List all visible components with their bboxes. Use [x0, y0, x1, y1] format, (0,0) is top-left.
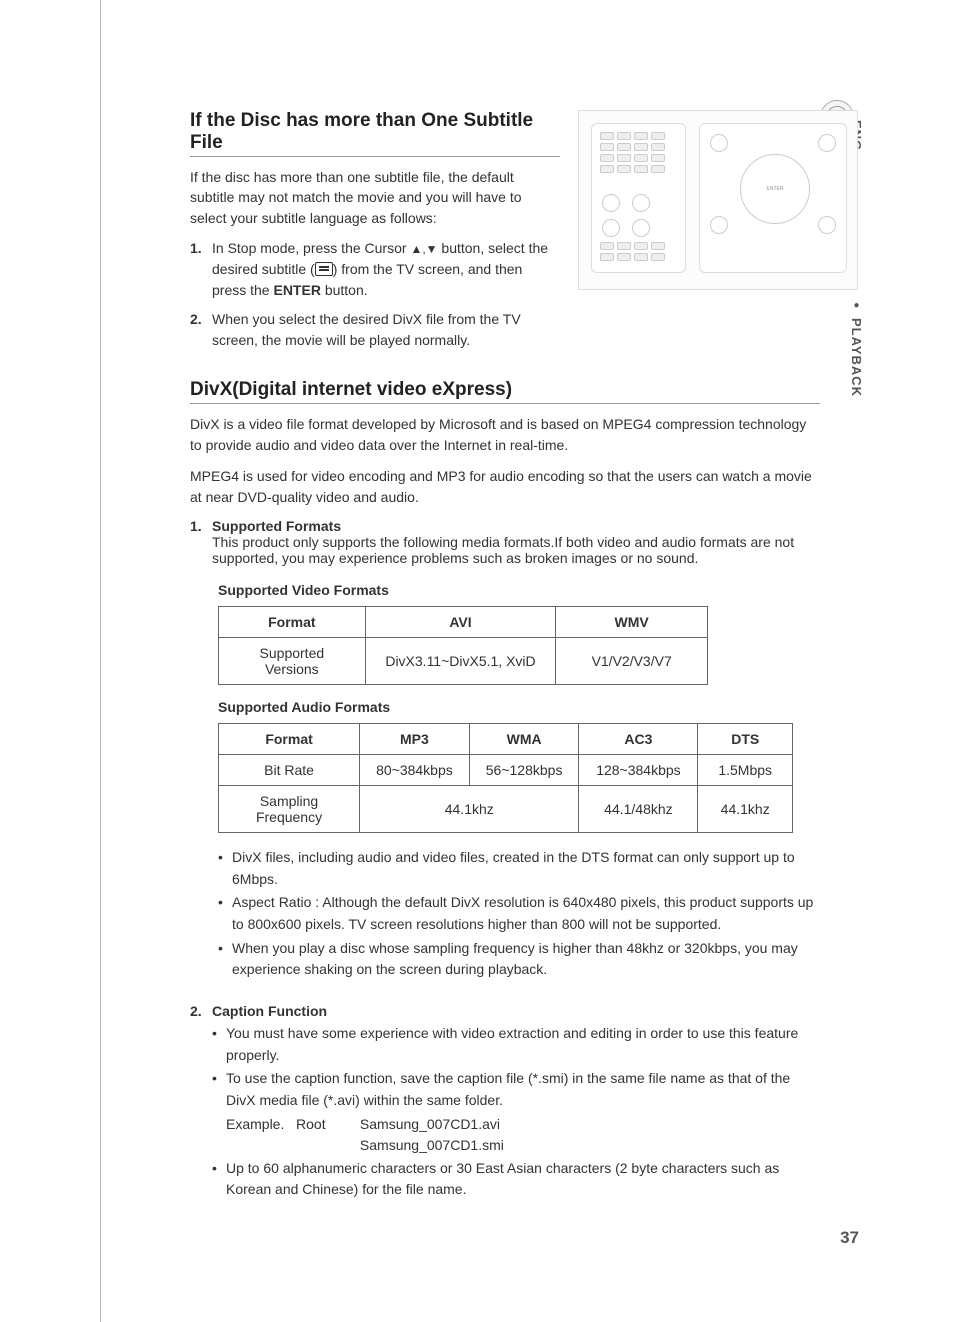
video-formats-table: Format AVI WMV Supported Versions DivX3.… [218, 606, 708, 685]
table-header: Format [219, 606, 366, 637]
page-cut-line [100, 0, 101, 1322]
caption-num: 2. [190, 1003, 212, 1203]
section2-p2: MPEG4 is used for video encoding and MP3… [190, 466, 820, 508]
remote-control-figure: ENTER [578, 110, 858, 290]
section1-step-1: 1. In Stop mode, press the Cursor ▲,▼ bu… [190, 238, 560, 301]
example-label: Example. [226, 1116, 284, 1132]
table-row: Sampling Frequency 44.1khz 44.1/48khz 44… [219, 785, 793, 832]
dpad-icon: ENTER [740, 154, 810, 224]
step-number: 2. [190, 309, 212, 351]
page-number: 37 [840, 1228, 859, 1248]
supported-notes: DivX files, including audio and video fi… [218, 847, 820, 981]
step-text: When you select the desired DivX file fr… [212, 309, 560, 351]
supported-num: 1. [190, 518, 212, 578]
table-header: MP3 [360, 723, 470, 754]
step-number: 1. [190, 238, 212, 301]
section1-intro: If the disc has more than one subtitle f… [190, 167, 550, 228]
section1-title: If the Disc has more than One Subtitle F… [190, 110, 560, 157]
list-item: DivX files, including audio and video fi… [218, 847, 820, 890]
list-item: To use the caption function, save the ca… [212, 1068, 820, 1155]
supported-desc: This product only supports the following… [212, 534, 820, 566]
supported-title: Supported Formats [212, 518, 820, 534]
example-root: Root [296, 1114, 356, 1135]
subtitle-icon [315, 262, 333, 276]
list-item: When you play a disc whose sampling freq… [218, 938, 820, 981]
table-header: WMA [469, 723, 579, 754]
example-file: Samsung_007CD1.smi [360, 1135, 504, 1156]
caption-title: Caption Function [212, 1003, 820, 1019]
table-header: Format [219, 723, 360, 754]
table-header: AVI [365, 606, 556, 637]
side-tab-section: PLAYBACK [849, 300, 864, 397]
example-file: Samsung_007CD1.avi [360, 1114, 500, 1135]
table-row: Bit Rate 80~384kbps 56~128kbps 128~384kb… [219, 754, 793, 785]
table-header: WMV [556, 606, 708, 637]
list-item: You must have some experience with video… [212, 1023, 820, 1066]
table-header: DTS [698, 723, 793, 754]
step-text: In Stop mode, press the Cursor ▲,▼ butto… [212, 238, 560, 301]
page-content: If the Disc has more than One Subtitle F… [190, 110, 820, 1203]
section1-step-2: 2. When you select the desired DivX file… [190, 309, 560, 351]
table-header: AC3 [579, 723, 698, 754]
table-row: Supported Versions DivX3.11~DivX5.1, Xvi… [219, 637, 708, 684]
audio-formats-label: Supported Audio Formats [218, 699, 820, 715]
audio-formats-table: Format MP3 WMA AC3 DTS Bit Rate 80~384kb… [218, 723, 793, 833]
video-formats-label: Supported Video Formats [218, 582, 820, 598]
list-item: Up to 60 alphanumeric characters or 30 E… [212, 1158, 820, 1201]
section2-title: DivX(Digital internet video eXpress) [190, 379, 820, 404]
section2-p1: DivX is a video file format developed by… [190, 414, 820, 456]
list-item: Aspect Ratio : Although the default DivX… [218, 892, 820, 935]
